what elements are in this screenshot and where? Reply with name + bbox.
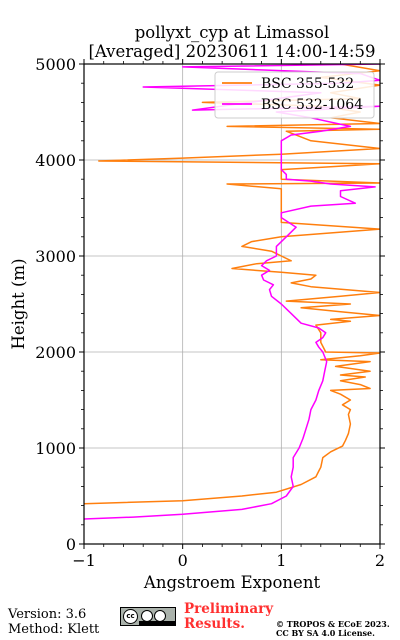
method-text: Method: Klett: [8, 622, 100, 637]
x-axis-label: Angstroem Exponent: [143, 573, 321, 592]
y-tick-label: 0: [66, 535, 76, 554]
version-text: Version: 3.6: [8, 607, 87, 622]
x-tick-label: 0: [178, 551, 188, 570]
x-tick-label: 1: [276, 551, 286, 570]
preliminary-line-2: Results.: [184, 616, 245, 632]
cc-by-sa-logo: cc: [120, 607, 176, 626]
legend-box: [214, 71, 375, 119]
copyright-line-1: © TROPOS & ECoE 2023.: [276, 619, 390, 629]
y-tick-label: 1000: [35, 439, 76, 458]
y-tick-label: 5000: [35, 55, 76, 74]
y-axis-label: Height (m): [9, 258, 28, 349]
y-tick-label: 4000: [35, 151, 76, 170]
chart-title-line-2: [Averaged] 20230611 14:00-14:59: [89, 42, 376, 61]
preliminary-results-notice: Preliminary Results.: [184, 602, 273, 632]
plot-frame: [83, 63, 381, 545]
series-layer: [84, 64, 380, 520]
series-line-bsc-532-1064: [84, 64, 380, 520]
cc-icon: cc: [123, 609, 138, 624]
x-tick-label: −1: [72, 551, 96, 570]
preliminary-line-1: Preliminary: [184, 601, 274, 617]
legend-label-bsc-355-532: BSC 355-532: [261, 76, 354, 92]
version-info: Version: 3.6 Method: Klett: [8, 607, 99, 637]
legend-label-bsc-532-1064: BSC 532-1064: [261, 97, 363, 113]
license-strip: [139, 621, 175, 625]
series-line-bsc-355-532: [84, 64, 380, 505]
chart-title-line-1: pollyxt_cyp at Limassol: [135, 23, 330, 42]
y-tick-label: 3000: [35, 247, 76, 266]
copyright-line-2: CC BY SA 4.0 License.: [276, 628, 375, 638]
copyright-notice: © TROPOS & ECoE 2023. CC BY SA 4.0 Licen…: [276, 620, 390, 638]
x-tick-label: 2: [375, 551, 385, 570]
y-tick-label: 2000: [35, 343, 76, 362]
legend: BSC 355-532 BSC 532-1064: [214, 71, 375, 119]
